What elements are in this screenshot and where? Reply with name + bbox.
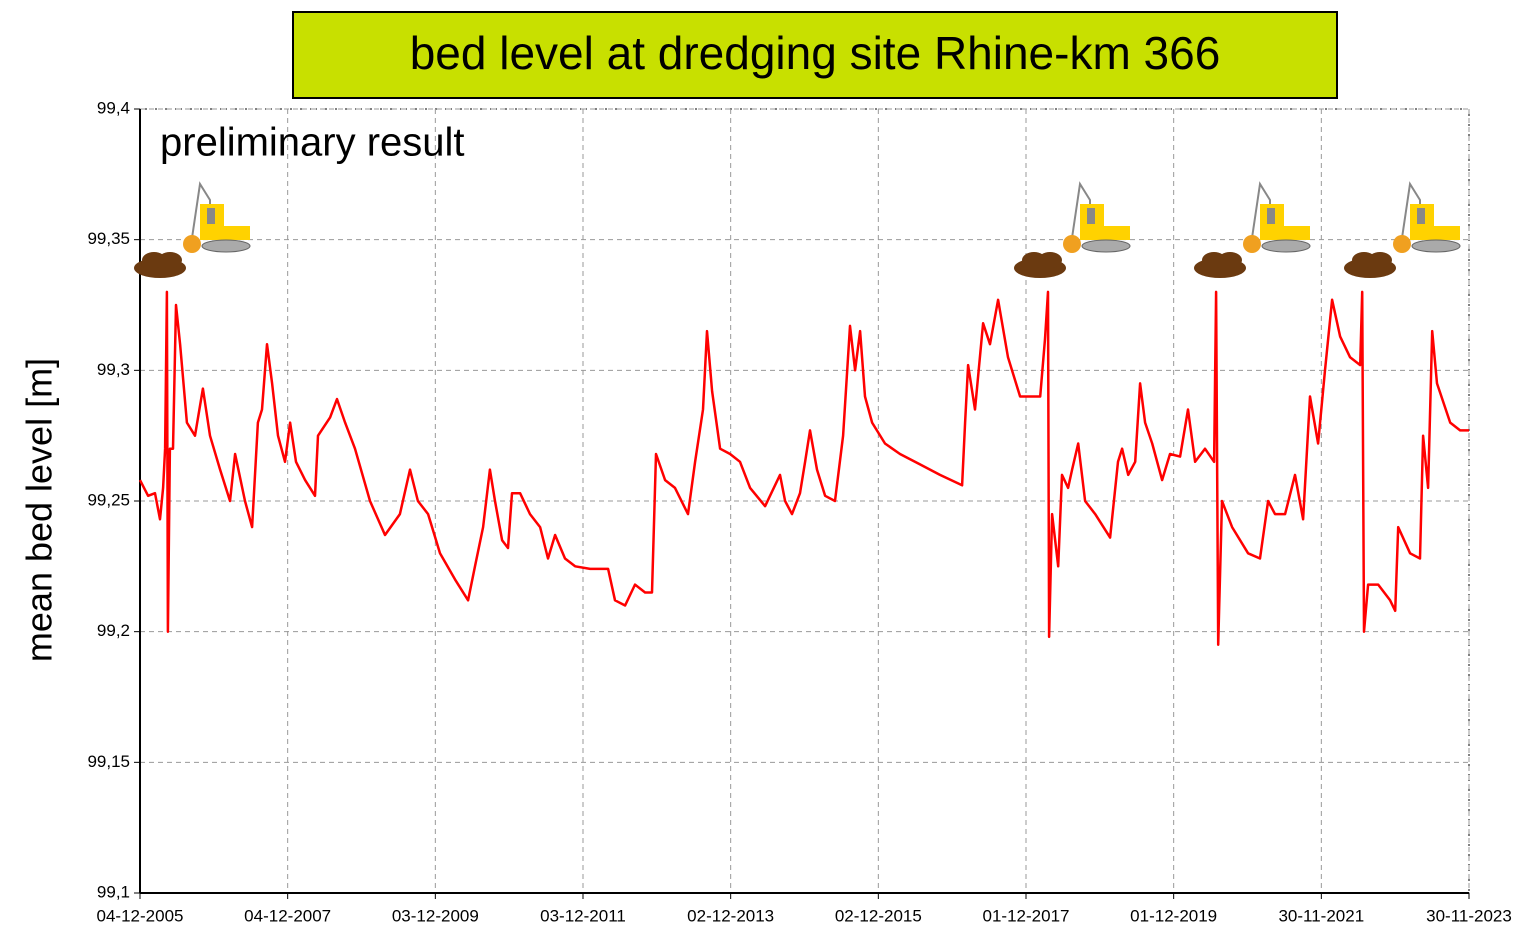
x-tick-label: 30-11-2021	[1278, 906, 1364, 925]
x-tick-label: 01-12-2017	[983, 906, 1070, 925]
dredger-icon	[1344, 184, 1460, 278]
plot-area: 99,1 99,15 99,2 99,25 99,3 99,35 99,4 04-12-200…	[87, 98, 1511, 925]
x-tick-label: 01-12-2019	[1130, 906, 1217, 925]
y-tick-label: 99,25	[87, 490, 130, 509]
dredger-icon	[1194, 184, 1310, 278]
x-tick-label: 04-12-2007	[244, 906, 331, 925]
y-tick-label: 99,2	[97, 621, 130, 640]
data-line	[140, 292, 1469, 645]
x-tick-label: 04-12-2005	[97, 906, 184, 925]
y-tick-label: 99,4	[97, 98, 130, 117]
annotation: preliminary result	[160, 121, 465, 165]
dredger-icon	[1014, 184, 1130, 278]
x-tick-label: 03-12-2011	[540, 906, 626, 925]
y-tick-label: 99,1	[97, 882, 130, 901]
chart-title: bed level at dredging site Rhine-km 366	[410, 27, 1221, 79]
x-tick-label: 02-12-2013	[687, 906, 774, 925]
x-tick-label: 02-12-2015	[835, 906, 922, 925]
y-tick-label: 99,35	[87, 229, 130, 248]
x-tick-label: 30-11-2023	[1426, 906, 1512, 925]
x-tick-label: 03-12-2009	[392, 906, 479, 925]
dredger-icon	[134, 184, 250, 278]
chart: bed level at dredging site Rhine-km 366 …	[0, 0, 1530, 931]
y-tick-label: 99,3	[97, 360, 130, 379]
y-axis-label: mean bed level [m]	[19, 358, 60, 662]
y-tick-label: 99,15	[87, 752, 130, 771]
